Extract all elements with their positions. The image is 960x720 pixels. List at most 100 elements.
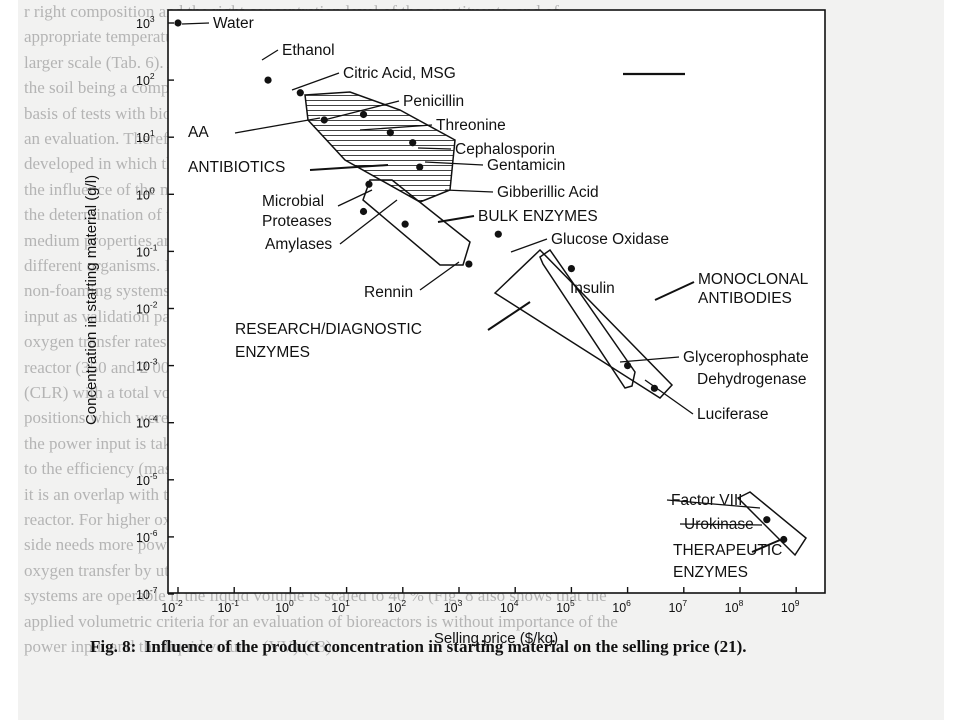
group-label: RESEARCH/DIAGNOSTIC (235, 321, 422, 338)
leader-line (181, 22, 210, 25)
point-penicillin (359, 110, 368, 119)
point-urokinase (780, 535, 788, 544)
x-tick-label: 10-2 (161, 598, 183, 615)
x-tick-label: 101 (331, 598, 350, 615)
point-insulin (567, 264, 576, 273)
region-bulk-enzymes (362, 179, 471, 266)
leader-line (337, 189, 373, 207)
point-threonine (386, 129, 394, 137)
point-label: Microbial (262, 193, 324, 210)
group-arrow (487, 301, 531, 331)
point-label: Urokinase (684, 516, 754, 533)
y-axis-title: Concentration in starting material (g/l) (83, 175, 100, 425)
point-label: AA (188, 124, 209, 141)
point-label: Glycerophosphate (683, 349, 809, 366)
point-label: Citric Acid, MSG (343, 65, 456, 82)
y-tick-label: 102 (136, 71, 155, 88)
leader-line (510, 238, 548, 253)
leader-line (359, 124, 433, 131)
group-label: ENZYMES (235, 344, 310, 361)
x-tick-label: 109 (781, 598, 800, 615)
caption-prefix: Fig. 8: (90, 637, 137, 656)
x-tick-label: 107 (668, 598, 687, 615)
point-label: Penicillin (403, 93, 464, 110)
group-arrow (751, 539, 781, 553)
point-gibberillic-acid (365, 180, 373, 188)
point-label: Cephalosporin (455, 141, 555, 158)
point-glycerophosphate-dehydrogenase (624, 362, 632, 370)
leader-line (419, 261, 460, 291)
point-label: Proteases (262, 213, 332, 230)
leader-line (261, 49, 279, 61)
background-text-line: applied volumetric criteria for an evalu… (24, 611, 618, 631)
leader-line (444, 189, 494, 193)
group-arrow (654, 281, 695, 301)
x-tick-label: 104 (500, 598, 519, 615)
point-ethanol (264, 76, 272, 84)
point-amylases (401, 220, 409, 228)
x-tick-label: 100 (275, 598, 294, 615)
leader-line (323, 100, 400, 121)
leader-line (619, 356, 680, 363)
group-label: MONOCLONAL (698, 271, 809, 288)
point-label: Threonine (436, 117, 506, 134)
point-water (174, 19, 182, 27)
x-tick-label: 102 (387, 598, 406, 615)
region-monoclonal-antibodies (539, 248, 636, 389)
x-tick-label: 108 (725, 598, 744, 615)
background-text-line: power input and the liquid volume (VV) (… (24, 637, 336, 656)
x-axis-title: Selling price ($/kg) (434, 630, 558, 647)
x-tick-label: 106 (612, 598, 631, 615)
y-axis-ticks: 103 102 101 100 10-1 10-2 10-3 10-4 10-5 10-6 10-7 (136, 14, 174, 602)
point-factor-viii (763, 516, 771, 524)
group-label: ENZYMES (673, 564, 748, 581)
point-label: Rennin (364, 284, 413, 301)
point-label: Gibberillic Acid (497, 184, 599, 201)
y-tick-label: 10-6 (136, 528, 158, 545)
point-label: Gentamicin (487, 157, 565, 174)
point-label: Amylases (265, 236, 332, 253)
point-citric-acid-msg (296, 89, 304, 97)
group-label: BULK ENZYMES (478, 208, 598, 225)
y-tick-label: 103 (136, 14, 155, 31)
y-tick-label: 10-5 (136, 471, 158, 488)
point-label: Insulin (570, 280, 615, 297)
point-label: Dehydrogenase (697, 371, 806, 388)
group-arrow (309, 164, 389, 171)
caption-text: Influence of the product concentration i… (144, 637, 747, 656)
region-therapeutic-enzymes (736, 491, 807, 557)
point-label: Luciferase (697, 406, 769, 423)
point-microbial-proteases (359, 207, 368, 216)
figure-caption: Fig. 8: Influence of the product concent… (90, 637, 910, 657)
leader-line (424, 161, 484, 166)
data-points (174, 19, 788, 544)
point-glucose-oxidase (494, 230, 502, 238)
leader-line (234, 117, 321, 134)
leader-line (291, 72, 340, 91)
y-tick-label: 10-4 (136, 414, 158, 431)
y-tick-label: 10-7 (136, 585, 158, 602)
region-research-diagnostic-enzymes (493, 248, 674, 399)
group-label: ANTIBODIES (698, 290, 792, 307)
point-luciferase (650, 384, 659, 392)
point-labels: Water Ethanol Citric Acid, MSG Penicillin AA… (188, 15, 809, 581)
group-arrow (437, 215, 475, 223)
leader-line (339, 199, 398, 245)
point-cephalosporin (409, 139, 417, 147)
y-tick-label: 10-2 (136, 300, 158, 317)
point-rennin (465, 260, 473, 268)
y-tick-label: 10-3 (136, 357, 158, 374)
group-label: THERAPEUTIC (673, 542, 782, 559)
x-tick-label: 105 (556, 598, 575, 615)
x-axis-ticks: 10-2 10-1 100 101 102 103 104 105 106 107 108 109 (161, 587, 800, 615)
x-tick-label: 103 (444, 598, 463, 615)
y-tick-label: 101 (136, 128, 155, 145)
plot-area (167, 9, 826, 594)
leader-line (666, 499, 761, 509)
y-tick-label: 10-1 (136, 242, 158, 259)
leader-line (417, 147, 452, 150)
point-label: Glucose Oxidase (551, 231, 669, 248)
x-tick-label: 10-1 (217, 598, 239, 615)
point-label: Water (213, 15, 254, 32)
